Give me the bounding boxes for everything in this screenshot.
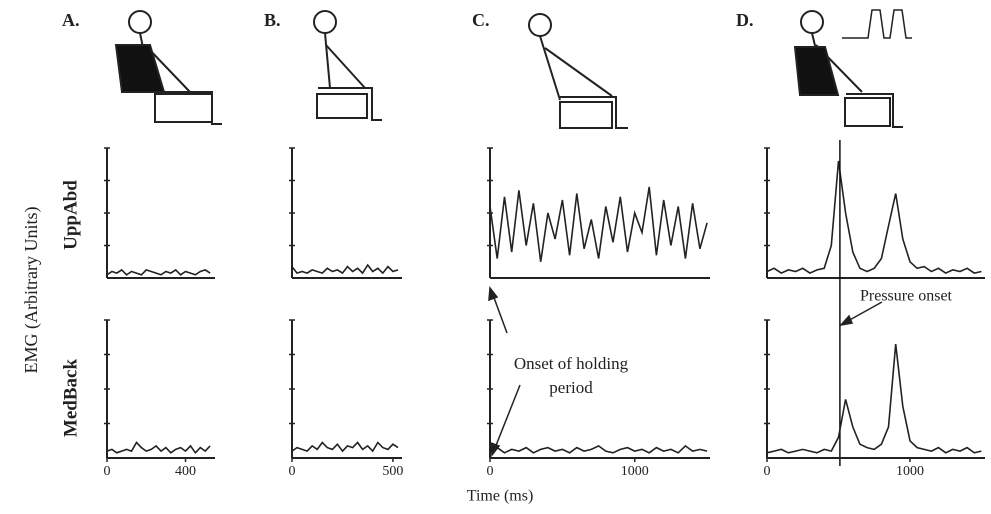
x-tick-label: 500 [382, 464, 403, 479]
emg-trace [766, 344, 982, 454]
row-label: UppAbd [60, 180, 81, 250]
panel-label: A. [62, 10, 80, 30]
row-label: MedBack [60, 359, 81, 438]
annotation: Pressure onset [860, 288, 953, 305]
x-tick-label: 0 [764, 464, 771, 479]
emg-trace [291, 263, 399, 275]
x-tick-label: 0 [104, 464, 111, 479]
x-tick-label: 1000 [621, 464, 649, 479]
panel-label: D. [736, 10, 754, 30]
emg-trace [106, 268, 211, 276]
annotation-arrows [488, 286, 883, 457]
emg-trace [489, 444, 708, 454]
illustrations [114, 9, 912, 129]
x-tick-label: 0 [487, 464, 494, 479]
panel-label: B. [264, 10, 281, 30]
emg-trace [766, 160, 982, 275]
x-tick-label: 400 [175, 464, 196, 479]
annotation: Onset of holding period [513, 354, 629, 397]
emg-trace [489, 186, 708, 262]
x-axis-label: Time (ms) [467, 488, 534, 505]
y-axis-label: EMG (Arbitrary Units) [21, 207, 42, 374]
emg-trace [106, 441, 211, 455]
x-tick-label: 1000 [896, 464, 924, 479]
panel-label: C. [472, 10, 490, 30]
emg-trace [291, 441, 399, 453]
x-tick-label: 0 [289, 464, 296, 479]
